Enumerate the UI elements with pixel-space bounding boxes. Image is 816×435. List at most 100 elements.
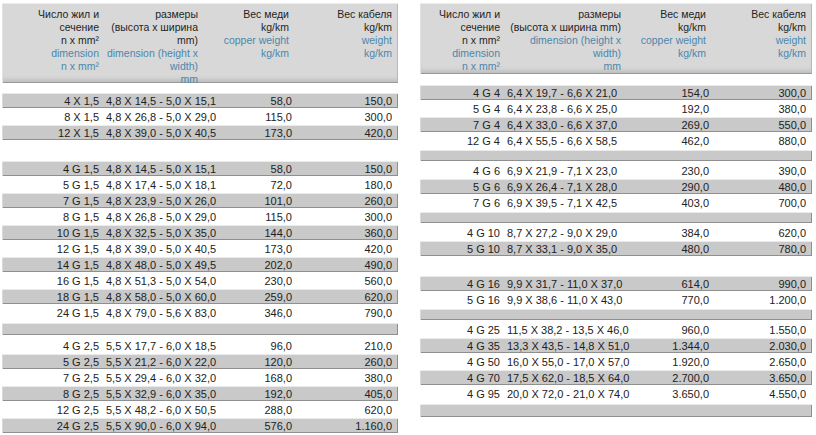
cell-weight: 405,0 (294, 387, 398, 401)
cell-spec: 14 G 1,5 (2, 258, 102, 272)
cell-dimensions: 4,8 X 51,3 - 5,0 X 54,0 (102, 274, 202, 288)
header-col-weight: Вес кабеля kg/kmweight kg/km (294, 8, 398, 86)
cell-spec: 12 G 1,5 (2, 242, 102, 256)
cell-copper-weight: 403,0 (625, 196, 711, 210)
header-label-en: weight kg/km (294, 34, 392, 60)
table-row: 4 X 1,54,8 X 14,5 - 5,0 X 15,158,0150,0 (2, 93, 398, 108)
header-label-ru: Вес кабеля kg/km (294, 8, 392, 34)
cell-dimensions: 4,8 X 14,5 - 5,0 X 15,1 (102, 94, 202, 108)
cell-weight: 620,0 (294, 290, 398, 304)
cell-copper-weight: 230,0 (202, 274, 294, 288)
cell-weight: 380,0 (711, 102, 812, 116)
header-label-ru: размеры (высота x ширина mm) (102, 8, 198, 47)
cell-weight: 2.030,0 (711, 339, 812, 353)
header-label-en: dimension n x mm² (420, 47, 500, 73)
cell-weight: 150,0 (294, 162, 398, 176)
cell-dimensions: 6,9 X 39,5 - 7,1 X 42,5 (503, 196, 625, 210)
cell-copper-weight: 770,0 (625, 293, 711, 307)
cell-weight: 210,0 (294, 339, 398, 353)
cell-copper-weight: 144,0 (202, 226, 294, 240)
cell-dimensions: 5,5 X 32,9 - 6,0 X 35,0 (102, 387, 202, 401)
cell-copper-weight: 576,0 (202, 419, 294, 433)
header-label-en: dimension (height x width) mm (102, 47, 198, 86)
cell-weight: 490,0 (294, 258, 398, 272)
table-row: 4 G 169,9 X 31,7 - 11,0 X 37,0614,0990,0 (420, 276, 812, 291)
table-row: 4 G 2,55,5 X 17,7 - 6,0 X 18,596,0210,0 (2, 338, 398, 353)
table-row: 5 G 46,4 X 23,8 - 6,6 X 25,0192,0380,0 (420, 101, 812, 116)
cell-copper-weight: 192,0 (202, 387, 294, 401)
cell-spec: 24 G 2,5 (2, 419, 102, 433)
table-row: 24 G 2,55,5 X 90,0 - 6,0 X 94,0576,01.16… (2, 418, 398, 433)
cell-copper-weight: 202,0 (202, 258, 294, 272)
table-row: 8 G 1,54,8 X 26,8 - 5,0 X 29,0115,0300,0 (2, 209, 398, 224)
cell-weight: 880,0 (711, 134, 812, 148)
cell-weight: 260,0 (294, 194, 398, 208)
group-spacer (420, 150, 812, 161)
cell-spec: 5 G 1,5 (2, 178, 102, 192)
group-spacer (420, 404, 812, 417)
spec-table-right: Число жил и сечение n x mm²dimension n x… (420, 0, 812, 417)
cell-dimensions: 8,7 X 33,1 - 9,0 X 35,0 (503, 242, 625, 256)
cell-copper-weight: 96,0 (202, 339, 294, 353)
cell-copper-weight: 192,0 (625, 102, 711, 116)
cell-weight: 420,0 (294, 242, 398, 256)
cell-dimensions: 6,4 X 23,8 - 6,6 X 25,0 (503, 102, 625, 116)
cell-copper-weight: 288,0 (202, 403, 294, 417)
cell-spec: 5 G 10 (420, 242, 503, 256)
spec-table-left: Число жил и сечение n x mm²dimension n x… (2, 0, 398, 434)
cell-dimensions: 5,5 X 29,4 - 6,0 X 32,0 (102, 371, 202, 385)
table-row: 7 G 2,55,5 X 29,4 - 6,0 X 32,0168,0380,0 (2, 370, 398, 385)
table-row: 4 G 5016,0 X 55,0 - 17,0 X 57,01.920,02.… (420, 354, 812, 369)
cell-weight: 300,0 (294, 110, 398, 124)
cell-copper-weight: 173,0 (202, 242, 294, 256)
table-row: 8 X 1,54,8 X 26,8 - 5,0 X 29,0115,0300,0 (2, 109, 398, 124)
header-col-dimensions: размеры (высота x ширина mm)dimension (h… (102, 8, 202, 86)
cell-spec: 8 G 2,5 (2, 387, 102, 401)
cell-weight: 420,0 (294, 126, 398, 140)
cell-dimensions: 4,8 X 79,0 - 5,6 X 83,0 (102, 306, 202, 320)
table-row: 7 G 66,9 X 39,5 - 7,1 X 42,5403,0700,0 (420, 195, 812, 210)
header-col-copper-weight: Вес меди kg/kmcopper weight kg/km (625, 8, 711, 74)
cell-weight: 480,0 (711, 180, 812, 194)
cell-spec: 5 G 4 (420, 102, 503, 116)
header-label-en: weight kg/km (711, 34, 806, 60)
cell-copper-weight: 120,0 (202, 355, 294, 369)
table-row: 5 G 108,7 X 33,1 - 9,0 X 35,0480,0780,0 (420, 241, 812, 256)
table-row: 7 G 46,4 X 33,0 - 6,6 X 37,0269,0550,0 (420, 117, 812, 132)
cell-spec: 4 G 10 (420, 226, 503, 240)
header-label-en: dimension (height x width) mm (503, 34, 621, 73)
cell-dimensions: 4,8 X 23,9 - 5,0 X 26,0 (102, 194, 202, 208)
cell-dimensions: 4,8 X 14,5 - 5,0 X 15,1 (102, 162, 202, 176)
cell-weight: 620,0 (294, 403, 398, 417)
cell-weight: 3.650,0 (711, 371, 812, 385)
cell-spec: 4 G 50 (420, 355, 503, 369)
table-row: 8 G 2,55,5 X 32,9 - 6,0 X 35,0192,0405,0 (2, 386, 398, 401)
cell-spec: 7 G 2,5 (2, 371, 102, 385)
cell-spec: 4 G 1,5 (2, 162, 102, 176)
cable-spec-page: Число жил и сечение n x mm²dimension n x… (0, 0, 816, 435)
table-row: 5 G 169,9 X 38,6 - 11,0 X 43,0770,01.200… (420, 292, 812, 307)
header-label-en: copper weight kg/km (202, 34, 289, 60)
cell-dimensions: 6,4 X 33,0 - 6,6 X 37,0 (503, 118, 625, 132)
cell-copper-weight: 480,0 (625, 242, 711, 256)
cell-weight: 550,0 (711, 118, 812, 132)
cell-spec: 4 G 70 (420, 371, 503, 385)
cell-copper-weight: 58,0 (202, 162, 294, 176)
table-row: 12 G 2,55,5 X 48,2 - 6,0 X 50,5288,0620,… (2, 402, 398, 417)
cell-copper-weight: 72,0 (202, 178, 294, 192)
cell-weight: 360,0 (294, 226, 398, 240)
header-label-ru: Вес меди kg/km (202, 8, 289, 34)
cell-dimensions: 4,8 X 32,5 - 5,0 X 35,0 (102, 226, 202, 240)
cell-spec: 16 G 1,5 (2, 274, 102, 288)
cell-copper-weight: 101,0 (202, 194, 294, 208)
cell-copper-weight: 173,0 (202, 126, 294, 140)
cell-dimensions: 16,0 X 55,0 - 17,0 X 57,0 (503, 355, 625, 369)
cell-copper-weight: 384,0 (625, 226, 711, 240)
cell-dimensions: 11,5 X 38,2 - 13,5 X 46,0 (503, 323, 625, 337)
cell-spec: 7 G 1,5 (2, 194, 102, 208)
table-row: 4 G 46,4 X 19,7 - 6,6 X 21,0154,0300,0 (420, 85, 812, 100)
cell-dimensions: 9,9 X 31,7 - 11,0 X 37,0 (503, 277, 625, 291)
table-row: 24 G 1,54,8 X 79,0 - 5,6 X 83,0346,0790,… (2, 305, 398, 320)
cell-dimensions: 6,4 X 19,7 - 6,6 X 21,0 (503, 86, 625, 100)
group-gap (2, 141, 398, 161)
